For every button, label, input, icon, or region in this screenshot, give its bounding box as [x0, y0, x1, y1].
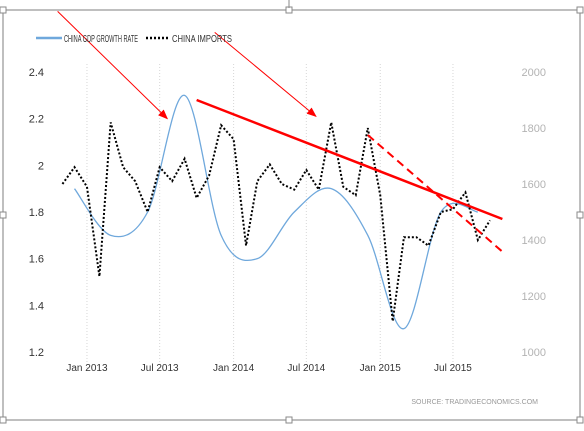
x-axis: Jan 2013 Jul 2013 Jan 2014 Jul 2014 Jan 2015…: [66, 363, 472, 374]
legend-label-gdp: CHINA GDP GROWTH RATE: [64, 34, 138, 45]
left-y-axis: 2.4 2.2 2 1.8 1.6 1.4 1.2: [29, 67, 44, 359]
resize-handle-left[interactable]: [0, 211, 7, 219]
left-y-tick-label: 2.2: [29, 114, 44, 126]
annotation-layer: [57, 10, 504, 253]
annotation-arrow-3: [214, 31, 317, 117]
left-y-tick-label: 1.6: [29, 254, 44, 266]
right-y-tick-label: 1600: [522, 179, 546, 191]
resize-handle-right[interactable]: [576, 211, 584, 219]
source-label: SOURCE: TRADINGECONOMICS.COM: [411, 399, 538, 406]
trend-line-solid: [196, 98, 503, 221]
annotation-arrow-2: [57, 10, 169, 120]
left-y-tick-label: 1.2: [29, 347, 44, 359]
x-tick-label: Jul 2013: [141, 363, 179, 374]
resize-handle-top-left[interactable]: [0, 6, 7, 14]
right-y-tick-label: 1000: [522, 347, 546, 359]
right-y-tick-label: 2000: [522, 67, 546, 79]
trend-line-dashed: [367, 134, 504, 253]
x-tick-label: Jul 2014: [287, 363, 325, 374]
x-tick-label: Jan 2013: [66, 363, 108, 374]
resize-handle-bottom[interactable]: [285, 416, 293, 424]
vertical-gridlines: [86, 64, 454, 370]
x-tick-label: Jul 2015: [434, 363, 472, 374]
resize-handle-bottom-left[interactable]: [0, 416, 7, 424]
x-tick-label: Jan 2015: [360, 363, 402, 374]
left-y-tick-label: 1.4: [29, 300, 44, 312]
series-line-gdp-growth: [73, 94, 479, 330]
left-y-tick-label: 2.4: [29, 67, 44, 79]
legend: CHINA GDP GROWTH RATE CHINA IMPORTS: [36, 34, 232, 45]
right-y-tick-label: 1400: [522, 235, 546, 247]
left-y-tick-label: 2: [38, 160, 44, 172]
resize-handle-top-right[interactable]: [576, 6, 584, 14]
x-tick-label: Jan 2014: [213, 363, 255, 374]
right-y-tick-label: 1800: [522, 123, 546, 135]
left-y-tick-label: 1.8: [29, 207, 44, 219]
right-y-tick-label: 1200: [522, 291, 546, 303]
resize-handle-bottom-right[interactable]: [576, 416, 584, 424]
right-y-axis: 2000 1800 1600 1400 1200 1000: [522, 67, 546, 359]
legend-label-imports: CHINA IMPORTS: [172, 34, 232, 45]
series-layer: [61, 94, 491, 330]
